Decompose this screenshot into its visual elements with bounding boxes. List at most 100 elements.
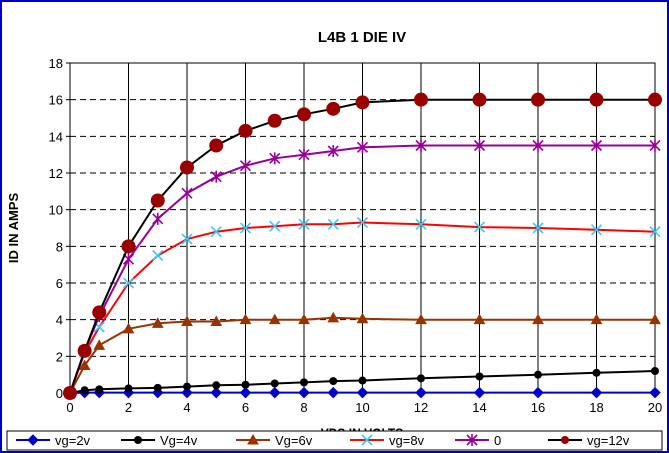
data-point xyxy=(356,141,369,154)
legend-marker xyxy=(561,436,569,444)
data-point xyxy=(183,382,191,391)
data-point xyxy=(181,315,193,326)
legend-entry-2: Vg=6v xyxy=(236,433,313,448)
legend-marker xyxy=(361,434,373,446)
data-point xyxy=(472,92,487,107)
data-point xyxy=(181,233,193,245)
data-point xyxy=(298,218,310,230)
data-point xyxy=(417,374,425,383)
data-point xyxy=(589,92,604,107)
data-point xyxy=(298,386,310,399)
chart-title: L4B 1 DIE IV xyxy=(318,29,406,46)
data-point xyxy=(93,339,106,350)
data-point xyxy=(269,220,281,232)
data-point xyxy=(210,226,222,238)
data-point xyxy=(414,92,428,107)
legend-marker xyxy=(134,436,142,444)
x-tick-label: 18 xyxy=(589,400,603,415)
data-point xyxy=(532,386,544,399)
y-tick-label: 4 xyxy=(56,313,63,328)
data-point xyxy=(356,216,369,229)
data-point xyxy=(80,386,89,395)
data-point xyxy=(649,313,661,325)
series-1 xyxy=(66,367,659,397)
data-point xyxy=(269,152,281,165)
data-point xyxy=(180,160,194,175)
legend-label: vg=2v xyxy=(55,433,91,448)
data-point xyxy=(239,222,252,234)
data-point xyxy=(78,359,91,370)
data-point xyxy=(327,311,340,323)
data-point xyxy=(122,322,135,334)
data-point xyxy=(356,386,369,399)
legend-label: Vg=6v xyxy=(275,433,313,448)
data-point xyxy=(648,92,662,107)
data-point xyxy=(210,315,223,326)
data-point xyxy=(210,170,222,183)
data-point xyxy=(210,386,222,399)
data-point xyxy=(297,107,311,122)
data-point xyxy=(649,139,661,152)
x-tick-label: 10 xyxy=(355,400,369,415)
legend-marker xyxy=(27,434,39,446)
legend-label: 0 xyxy=(494,433,501,448)
x-tick-label: 20 xyxy=(648,400,662,415)
data-point xyxy=(532,139,544,152)
data-point xyxy=(358,376,367,385)
data-point xyxy=(326,101,341,116)
data-point xyxy=(415,218,427,230)
y-axis-label: ID IN AMPS xyxy=(6,193,21,264)
y-tick-label: 8 xyxy=(56,239,63,254)
data-point xyxy=(152,212,164,225)
x-tick-label: 4 xyxy=(183,400,190,415)
data-point xyxy=(473,221,486,233)
data-point xyxy=(181,386,193,399)
legend-marker xyxy=(247,433,259,445)
data-point xyxy=(298,148,310,161)
legend: vg=2v Vg=4v Vg=6v vg=8v 0 vg=12v xyxy=(6,430,663,451)
x-tick-label: 12 xyxy=(414,400,428,415)
data-point xyxy=(239,386,252,399)
data-point xyxy=(651,367,659,375)
data-point xyxy=(92,305,107,320)
x-tick-label: 14 xyxy=(472,400,486,415)
data-point xyxy=(356,312,369,324)
series-lines xyxy=(63,92,662,400)
legend-entry-1: Vg=4v xyxy=(121,433,198,448)
y-tick-label: 12 xyxy=(49,166,63,181)
data-point xyxy=(63,386,77,400)
data-point xyxy=(534,370,542,379)
legend-label: vg=12v xyxy=(587,433,630,448)
data-point xyxy=(473,386,486,399)
legend-box xyxy=(6,430,663,451)
data-point xyxy=(475,372,484,381)
legend-entry-0: vg=2v xyxy=(16,433,91,448)
data-point xyxy=(267,113,282,128)
y-tick-label: 16 xyxy=(49,93,63,108)
data-point xyxy=(415,386,427,399)
x-tick-label: 16 xyxy=(531,400,545,415)
data-point xyxy=(238,123,253,138)
data-point xyxy=(415,313,427,325)
data-point xyxy=(239,313,252,325)
data-point xyxy=(532,313,544,325)
x-tick-label: 0 xyxy=(66,400,73,415)
data-point xyxy=(268,313,281,325)
data-point xyxy=(649,226,661,238)
legend-entry-5: vg=12v xyxy=(548,433,630,448)
data-point xyxy=(95,385,104,394)
data-point xyxy=(151,317,164,328)
x-tick-label: 6 xyxy=(242,400,249,415)
data-point xyxy=(181,187,193,200)
axis-tick-labels: 0 2 4 6 8 10 12 14 16 18 20 0 2 4 6 8 10 12 14 16 18 xyxy=(49,56,663,415)
data-point xyxy=(212,381,221,390)
data-point xyxy=(121,239,136,254)
data-point xyxy=(415,139,427,152)
y-tick-label: 14 xyxy=(49,129,63,144)
data-point xyxy=(209,138,224,153)
data-point xyxy=(327,386,339,399)
legend-entry-4: 0 xyxy=(455,433,501,448)
y-tick-label: 2 xyxy=(56,349,63,364)
data-point xyxy=(329,377,338,386)
